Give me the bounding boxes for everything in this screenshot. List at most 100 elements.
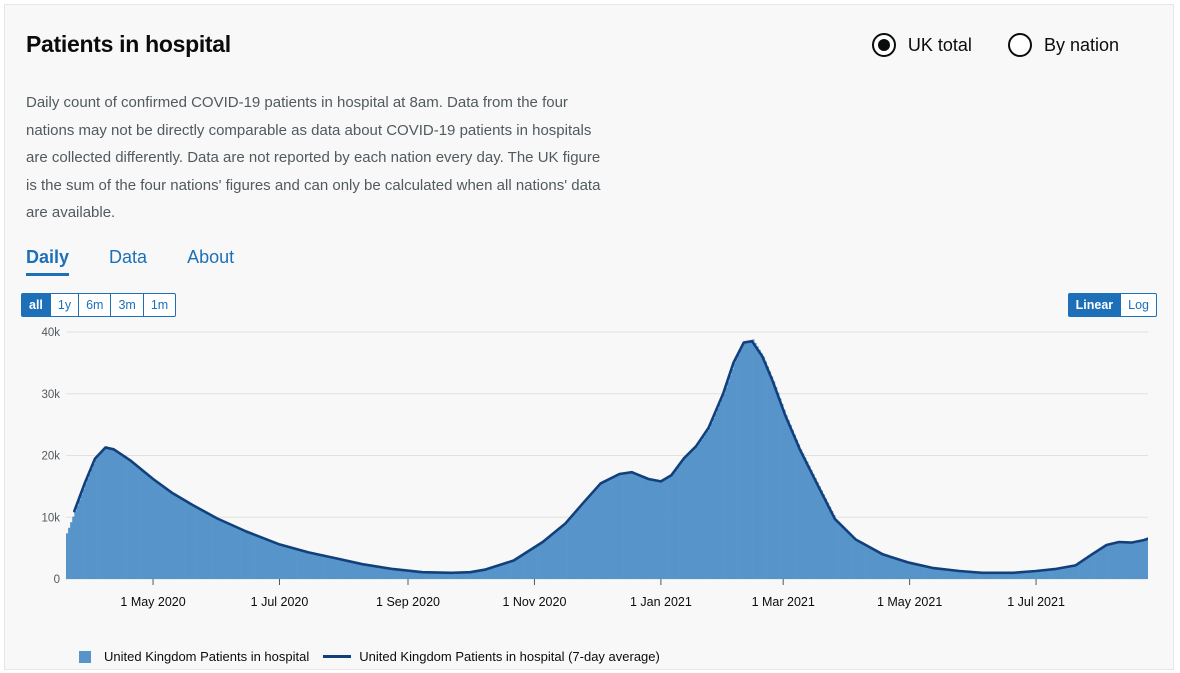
bar (1046, 569, 1049, 579)
bar (484, 569, 488, 579)
bar (1038, 570, 1041, 579)
bar (262, 537, 266, 579)
bar (832, 515, 836, 579)
bar (638, 474, 641, 579)
bar (849, 533, 852, 579)
range-1y-button[interactable]: 1y (49, 294, 78, 316)
legend-item-bars[interactable]: United Kingdom Patients in hospital (79, 649, 309, 664)
bar (422, 572, 425, 579)
bar (215, 517, 218, 579)
bar (712, 418, 716, 579)
bar (534, 547, 537, 579)
uk-total-label: UK total (907, 34, 972, 55)
metric-description: Daily count of confirmed COVID-19 patien… (26, 94, 601, 221)
scale-linear-button[interactable]: Linear (1068, 294, 1121, 316)
bar (291, 547, 295, 579)
bar (737, 354, 740, 579)
bar (677, 466, 680, 579)
bar (691, 450, 695, 579)
bar (420, 571, 423, 579)
bar (557, 530, 560, 579)
bar (209, 513, 212, 579)
bar (766, 366, 769, 579)
time-range-buttons: all 1y 6m 3m 1m (21, 293, 177, 317)
bar (895, 558, 898, 579)
bar (519, 556, 523, 579)
range-all-button[interactable]: all (22, 294, 50, 316)
bar (911, 563, 915, 579)
bar (233, 525, 237, 579)
bar (540, 543, 544, 579)
bar (121, 454, 125, 579)
x-tick-label: 1 Jan 2021 (630, 595, 692, 609)
bar (488, 568, 492, 579)
bar (267, 539, 270, 579)
tab-data[interactable]: Data (109, 247, 148, 267)
bar (352, 561, 355, 579)
bar (565, 523, 568, 579)
range-3m-button[interactable]: 3m (110, 294, 142, 316)
bar (743, 341, 747, 579)
uk-total-radio[interactable]: UK total (871, 33, 972, 57)
bar (437, 572, 440, 579)
bar (140, 468, 143, 579)
bar (762, 356, 765, 579)
bar (917, 564, 921, 579)
bar (480, 570, 483, 579)
bar (198, 508, 202, 579)
bar (238, 527, 241, 579)
bar (383, 567, 386, 579)
tab-about[interactable]: About (187, 247, 235, 267)
bar (602, 482, 606, 579)
tab-daily[interactable]: Daily (26, 247, 70, 276)
bar (553, 533, 556, 579)
bar (625, 473, 629, 579)
bar (213, 516, 216, 579)
bar (530, 549, 533, 579)
bar (306, 551, 309, 579)
bar (542, 541, 546, 579)
bar (80, 494, 83, 579)
bar (851, 535, 854, 579)
bar (870, 547, 873, 579)
bar (957, 570, 960, 579)
bar (434, 572, 438, 579)
page-title: Patients in hospital (26, 31, 231, 57)
bar (843, 527, 846, 579)
bar (204, 511, 208, 579)
bar (853, 537, 857, 579)
legend-item-line[interactable]: United Kingdom Patients in hospital (7-d… (323, 649, 660, 664)
bar (768, 371, 772, 579)
bar (1052, 569, 1056, 579)
hospital-patients-chart[interactable]: 0 10k 20k 30k 40k 1 May 2020 1 Jul 2020 1 Sep 2… (5, 5, 1175, 645)
bar (857, 540, 861, 579)
bar (835, 519, 838, 579)
bar (839, 523, 842, 579)
bar (648, 478, 651, 579)
bar (629, 472, 633, 579)
bar (876, 550, 879, 579)
bar (148, 475, 152, 579)
bar (358, 563, 361, 579)
by-nation-radio[interactable]: By nation (1007, 33, 1119, 57)
radio-circle-icon (871, 33, 896, 57)
bar (569, 518, 573, 579)
range-1m-button[interactable]: 1m (142, 294, 175, 316)
bar (1056, 568, 1060, 579)
bar (845, 529, 848, 579)
bar (532, 548, 535, 579)
bar (934, 568, 937, 579)
bar (142, 470, 146, 579)
bar (781, 404, 784, 579)
scale-log-button[interactable]: Log (1120, 294, 1156, 316)
bar (681, 461, 684, 579)
bar (727, 381, 730, 579)
bar (818, 486, 821, 579)
bar (453, 572, 456, 579)
bar (915, 564, 919, 579)
bar (455, 572, 459, 579)
bar (1139, 539, 1143, 579)
range-6m-button[interactable]: 6m (78, 294, 110, 316)
bar (72, 516, 75, 579)
bar (150, 477, 154, 579)
